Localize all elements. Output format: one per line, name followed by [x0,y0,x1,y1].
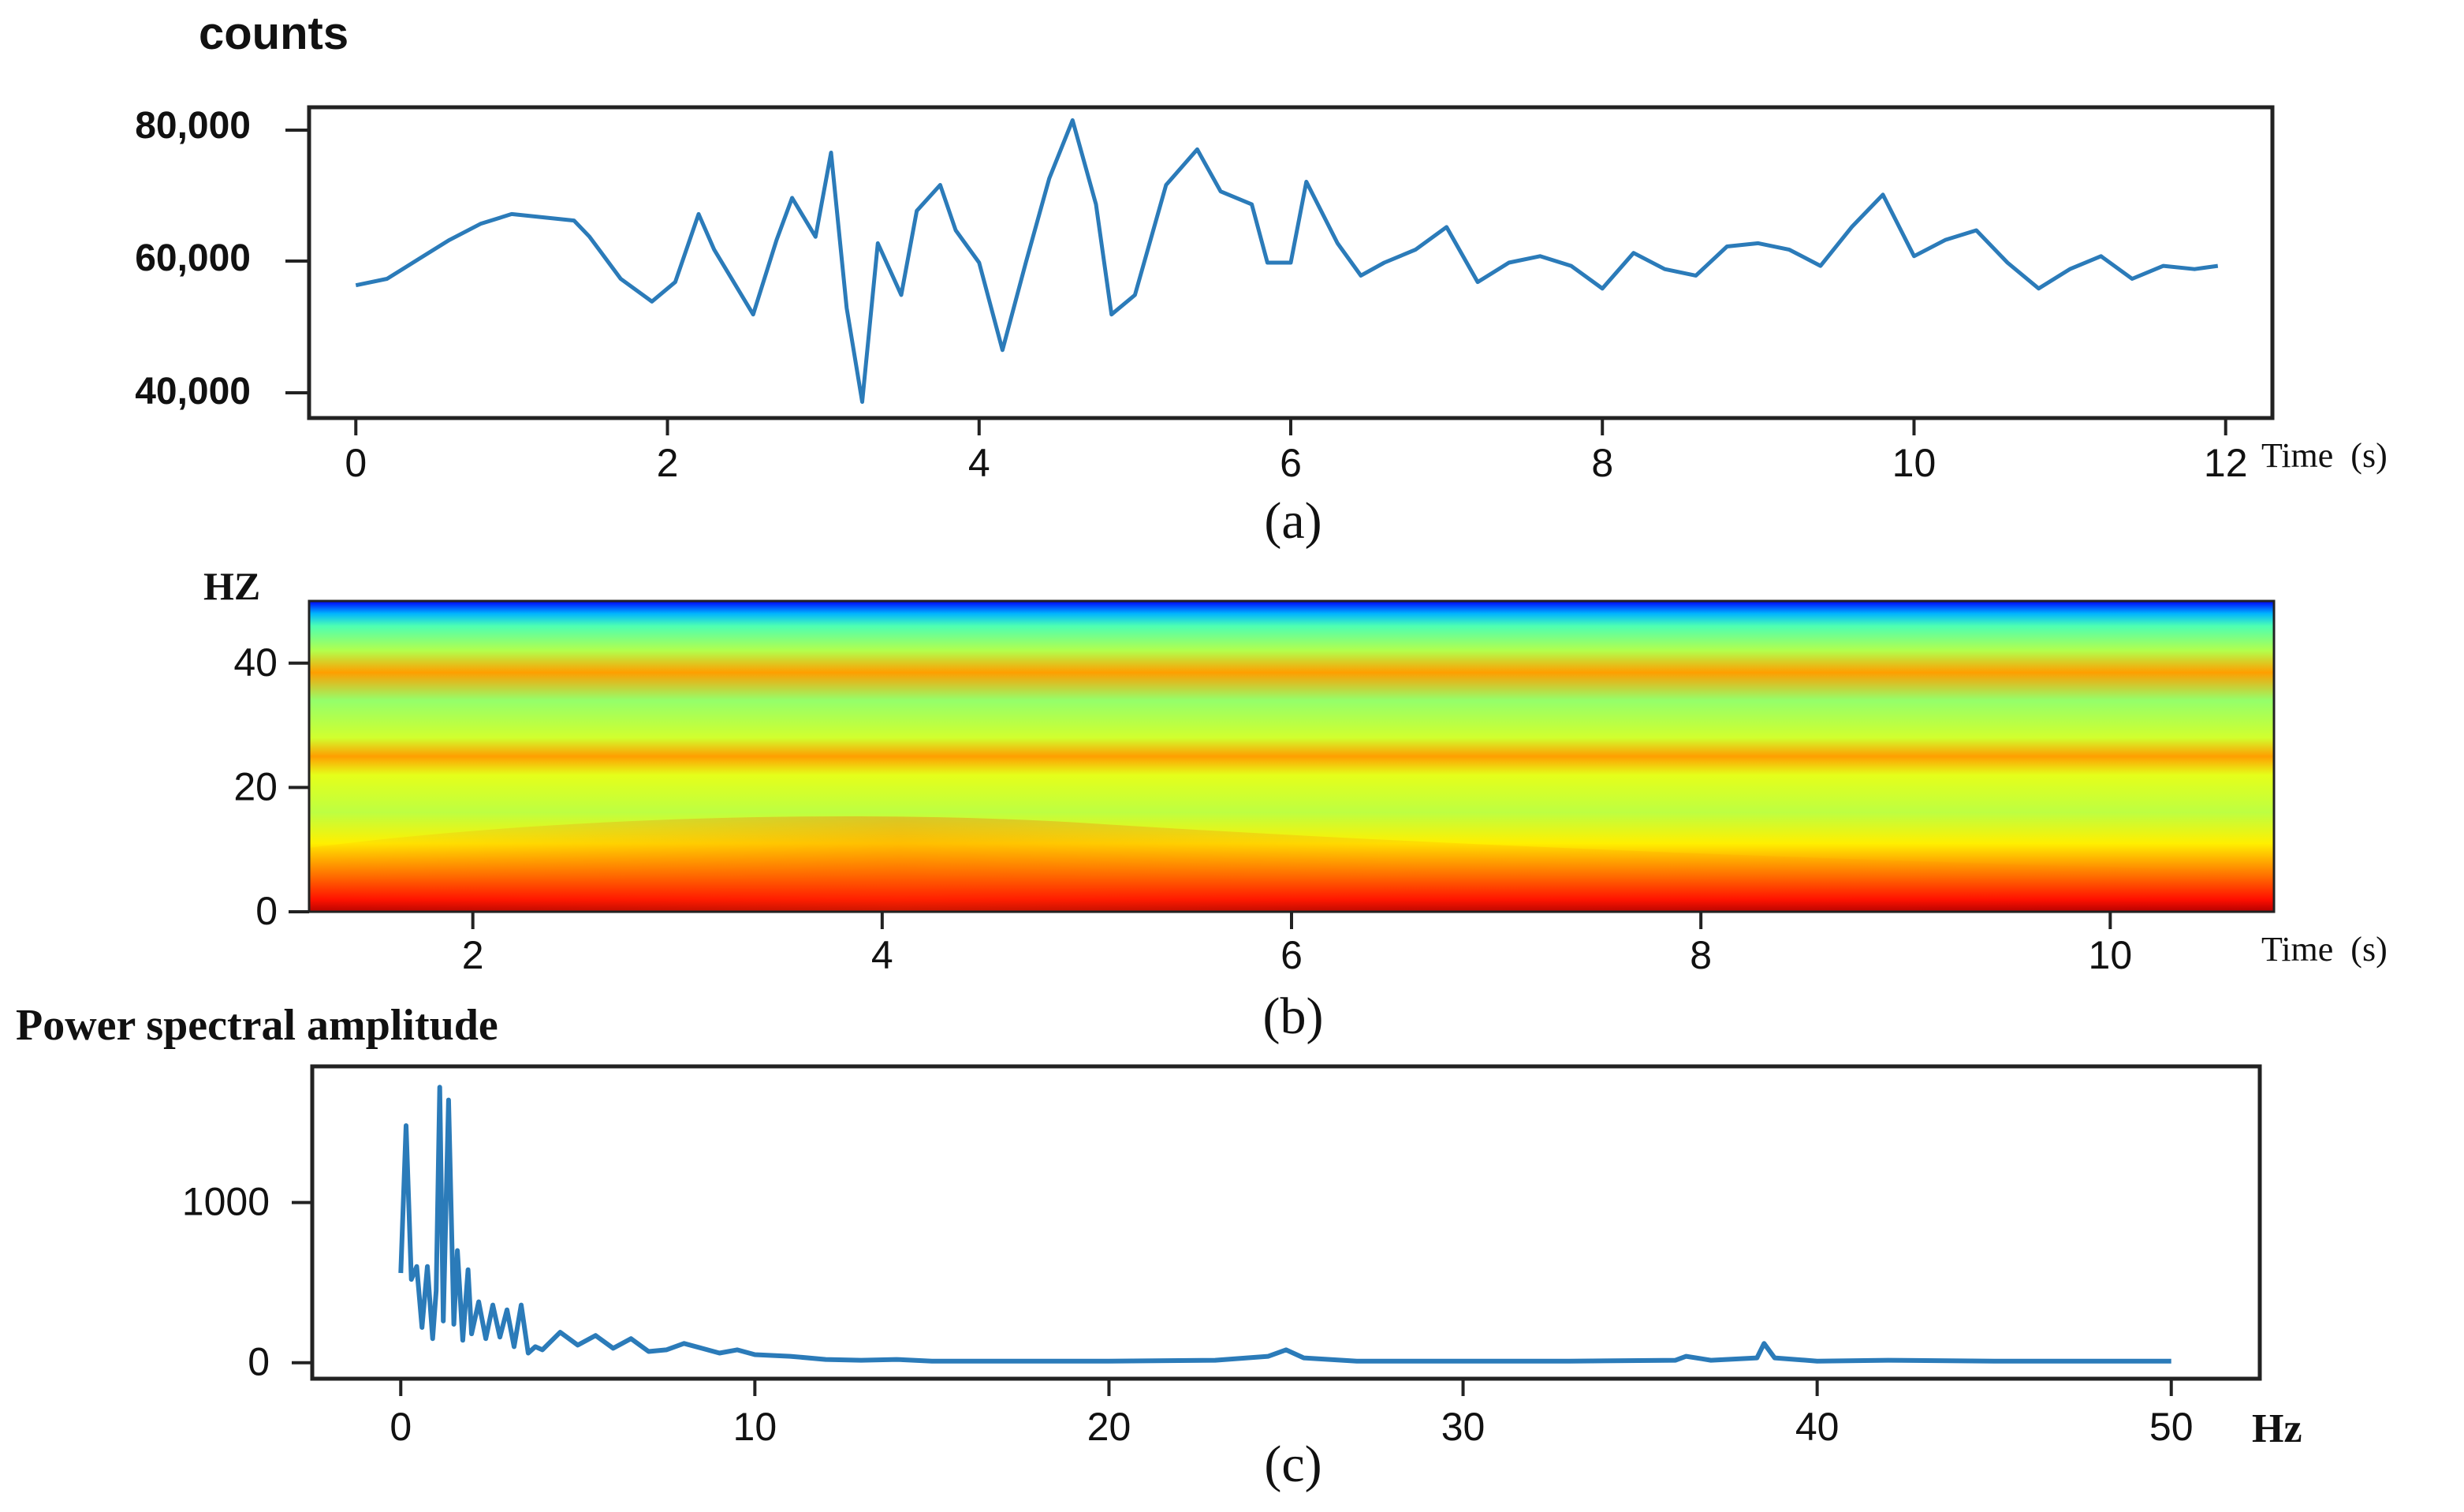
waveform-y-axis-label: counts [199,8,349,59]
spectrogram-x-tick-label: 2 [462,933,484,977]
spectrogram-x-axis-label: Time (s) [2261,930,2388,969]
spectrogram-warm-blob [309,816,2274,912]
waveform-y-tick-label: 80,000 [135,105,251,147]
waveform-x-tick-label: 4 [968,441,990,485]
waveform-x-tick-label: 8 [1591,441,1613,485]
waveform-y-ticks: 80,000 60,000 40,000 [135,105,309,413]
spectrogram-x-ticks: 2 4 6 8 10 [462,912,2132,977]
spectrum-x-tick-label: 10 [733,1405,777,1449]
spectrum-line [398,1085,2171,1364]
spectrum-x-tick-label: 0 [390,1405,412,1449]
spectrum-x-tick-label: 40 [1795,1405,1840,1449]
spectrogram-x-tick-label: 4 [871,933,893,977]
spectrogram-y-ticks: 0 20 40 [233,640,309,933]
waveform-x-ticks: 0 2 4 6 8 10 12 [345,418,2248,485]
waveform-x-tick-label: 2 [657,441,679,485]
waveform-x-axis-label: Time (s) [2261,436,2388,475]
spectrum-x-tick-label: 30 [1441,1405,1485,1449]
waveform-x-tick-label: 12 [2204,441,2248,485]
spectrum-y-tick-label: 1000 [182,1180,270,1224]
waveform-x-tick-label: 6 [1280,441,1302,485]
spectrum-x-tick-label: 50 [2149,1405,2194,1449]
spectrogram-y-tick-label: 40 [233,640,278,685]
spectrogram-y-tick-label: 0 [255,889,278,933]
spectrogram-panel: HZ 0 20 40 2 4 6 8 10 Time (s) (b) [203,564,2388,1045]
waveform-y-tick-label: 60,000 [135,237,251,279]
spectrum-y-tick-label: 0 [248,1340,270,1384]
spectrogram-x-tick-label: 10 [2089,933,2133,977]
waveform-x-tick-label: 0 [345,441,367,485]
spectrum-plot-frame [310,1064,2262,1381]
spectrum-x-axis-label: Hz [2252,1406,2302,1451]
waveform-line [355,118,2219,404]
waveform-x-tick-label: 10 [1892,441,1937,485]
spectrogram-panel-label: (b) [1263,987,1324,1045]
waveform-y-tick-label: 40,000 [135,371,251,413]
spectrum-panel: Power spectral amplitude 0 1000 0 10 20 30 40… [16,1001,2302,1493]
waveform-panel-label: (a) [1264,492,1321,550]
spectrogram-y-axis-label: HZ [203,564,260,608]
spectrum-y-axis-label: Power spectral amplitude [16,1001,498,1050]
waveform-panel: counts 80,000 60,000 40,000 0 2 4 6 8 10 12 Ti… [135,8,2388,550]
spectrum-x-tick-label: 20 [1087,1405,1131,1449]
spectrum-y-ticks: 0 1000 [182,1180,312,1384]
spectrogram-y-tick-label: 20 [233,764,278,808]
spectrogram-x-tick-label: 8 [1690,933,1712,977]
spectrogram-x-tick-label: 6 [1280,933,1303,977]
spectrum-panel-label: (c) [1264,1435,1321,1493]
spectrum-x-ticks: 0 10 20 30 40 50 [390,1379,2194,1449]
